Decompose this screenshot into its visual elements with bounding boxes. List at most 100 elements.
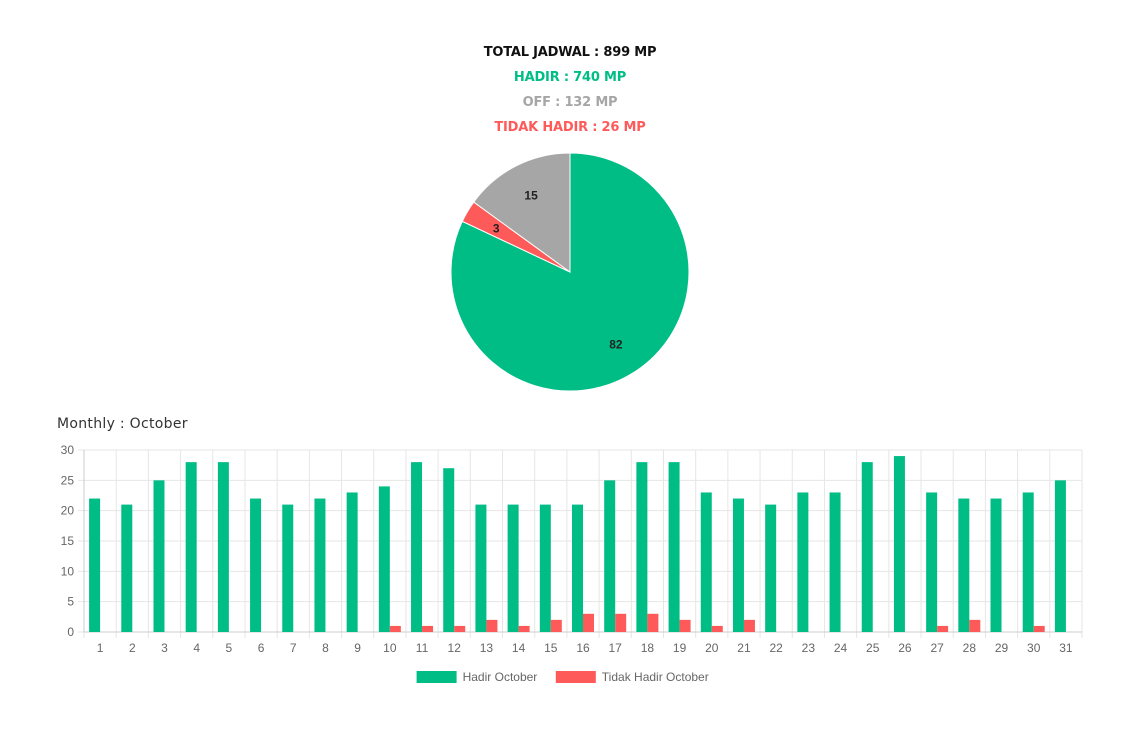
bar-hadir-day-24 bbox=[829, 492, 841, 632]
y-tick-label: 10 bbox=[61, 564, 75, 578]
bar-hadir-day-6 bbox=[250, 498, 262, 632]
legend-label: Tidak Hadir October bbox=[602, 670, 709, 684]
off-label: OFF : 132 MP bbox=[522, 95, 618, 110]
x-tick-label: 19 bbox=[673, 641, 687, 655]
attendance-pie-chart: 82 3 15 bbox=[450, 152, 690, 392]
pie-slice-hadir bbox=[450, 152, 690, 392]
bar-hadir-day-10 bbox=[378, 486, 390, 632]
x-tick-label: 2 bbox=[129, 641, 136, 655]
bar-hadir-day-22 bbox=[765, 504, 777, 632]
x-tick-label: 23 bbox=[802, 641, 816, 655]
x-tick-label: 1 bbox=[97, 641, 104, 655]
x-tick-label: 22 bbox=[769, 641, 783, 655]
bar-tidak-hadir-day-19 bbox=[679, 619, 691, 632]
x-tick-label: 8 bbox=[322, 641, 329, 655]
x-tick-label: 20 bbox=[705, 641, 719, 655]
y-tick-label: 15 bbox=[61, 534, 75, 548]
x-tick-label: 5 bbox=[226, 641, 233, 655]
x-tick-label: 10 bbox=[383, 641, 397, 655]
bar-tidak-hadir-day-13 bbox=[486, 619, 498, 632]
hadir-label: HADIR : 740 MP bbox=[513, 70, 627, 85]
x-tick-label: 14 bbox=[512, 641, 526, 655]
bar-hadir-day-21 bbox=[732, 498, 744, 632]
bar-hadir-day-28 bbox=[958, 498, 970, 632]
pie-slice-value-label: 3 bbox=[493, 221, 500, 235]
bar-hadir-day-7 bbox=[282, 504, 294, 632]
bar-tidak-hadir-day-21 bbox=[743, 619, 755, 632]
monthly-title: Monthly : October bbox=[57, 416, 188, 432]
x-tick-label: 31 bbox=[1059, 641, 1073, 655]
bar-hadir-day-9 bbox=[346, 492, 358, 632]
bar-tidak-hadir-day-11 bbox=[422, 625, 434, 632]
bar-hadir-day-14 bbox=[507, 504, 519, 632]
bar-hadir-day-31 bbox=[1054, 480, 1066, 632]
bar-hadir-day-30 bbox=[1022, 492, 1034, 632]
legend-swatch bbox=[555, 671, 596, 683]
legend-label: Hadir October bbox=[463, 670, 538, 684]
x-tick-label: 21 bbox=[737, 641, 751, 655]
bar-hadir-day-27 bbox=[926, 492, 938, 632]
bar-tidak-hadir-day-30 bbox=[1033, 625, 1045, 632]
bar-tidak-hadir-day-14 bbox=[518, 625, 530, 632]
x-tick-label: 17 bbox=[609, 641, 623, 655]
x-tick-label: 7 bbox=[290, 641, 297, 655]
bar-tidak-hadir-day-12 bbox=[454, 625, 466, 632]
x-tick-label: 27 bbox=[930, 641, 944, 655]
legend-swatch bbox=[416, 671, 457, 683]
bar-hadir-day-25 bbox=[861, 462, 873, 632]
x-tick-label: 13 bbox=[480, 641, 494, 655]
x-tick-label: 9 bbox=[354, 641, 361, 655]
bar-tidak-hadir-day-27 bbox=[937, 625, 949, 632]
x-tick-label: 18 bbox=[641, 641, 655, 655]
y-tick-label: 0 bbox=[67, 625, 74, 639]
bar-tidak-hadir-day-17 bbox=[615, 613, 627, 632]
bar-tidak-hadir-day-16 bbox=[583, 613, 594, 632]
y-tick-label: 30 bbox=[61, 443, 75, 457]
y-tick-label: 5 bbox=[67, 595, 74, 609]
tidak-hadir-label: TIDAK HADIR : 26 MP bbox=[494, 120, 646, 135]
bar-hadir-day-5 bbox=[217, 462, 229, 632]
x-tick-label: 3 bbox=[161, 641, 168, 655]
summary-block: TOTAL JADWAL : 899 MP HADIR : 740 MP OFF… bbox=[0, 40, 1140, 140]
bar-tidak-hadir-day-10 bbox=[389, 625, 401, 632]
x-tick-label: 26 bbox=[898, 641, 912, 655]
bar-hadir-day-8 bbox=[314, 498, 326, 632]
bar-hadir-day-4 bbox=[185, 462, 197, 632]
bar-hadir-day-13 bbox=[475, 504, 487, 632]
bar-tidak-hadir-day-20 bbox=[711, 625, 723, 632]
x-tick-label: 15 bbox=[544, 641, 558, 655]
x-tick-label: 11 bbox=[416, 641, 429, 655]
bar-hadir-day-16 bbox=[572, 504, 583, 632]
x-tick-label: 30 bbox=[1027, 641, 1041, 655]
bar-hadir-day-17 bbox=[604, 480, 616, 632]
bar-hadir-day-18 bbox=[636, 462, 648, 632]
bar-hadir-day-3 bbox=[153, 480, 165, 632]
bar-hadir-day-20 bbox=[700, 492, 712, 632]
pie-slice-value-label: 82 bbox=[609, 337, 623, 351]
x-tick-label: 6 bbox=[258, 641, 265, 655]
bar-hadir-day-23 bbox=[797, 492, 809, 632]
bar-tidak-hadir-day-18 bbox=[647, 613, 659, 632]
x-tick-label: 24 bbox=[834, 641, 848, 655]
y-tick-label: 25 bbox=[61, 473, 75, 487]
bar-tidak-hadir-day-28 bbox=[969, 619, 981, 632]
bar-hadir-day-11 bbox=[411, 462, 423, 632]
x-tick-label: 29 bbox=[995, 641, 1009, 655]
pie-slice-value-label: 15 bbox=[524, 189, 538, 203]
pie-slice-off bbox=[473, 152, 571, 273]
x-tick-label: 25 bbox=[866, 641, 880, 655]
bar-hadir-day-15 bbox=[539, 504, 551, 632]
x-tick-label: 12 bbox=[448, 641, 462, 655]
total-jadwal-label: TOTAL JADWAL : 899 MP bbox=[483, 45, 657, 60]
bar-hadir-day-29 bbox=[990, 498, 1002, 632]
bar-hadir-day-26 bbox=[893, 456, 905, 632]
y-tick-label: 20 bbox=[61, 504, 75, 518]
bar-tidak-hadir-day-15 bbox=[550, 619, 562, 632]
x-tick-label: 16 bbox=[576, 641, 590, 655]
x-tick-label: 28 bbox=[963, 641, 977, 655]
bar-hadir-day-12 bbox=[443, 468, 455, 632]
bar-hadir-day-19 bbox=[668, 462, 680, 632]
bar-hadir-day-1 bbox=[89, 498, 101, 632]
x-tick-label: 4 bbox=[193, 641, 200, 655]
